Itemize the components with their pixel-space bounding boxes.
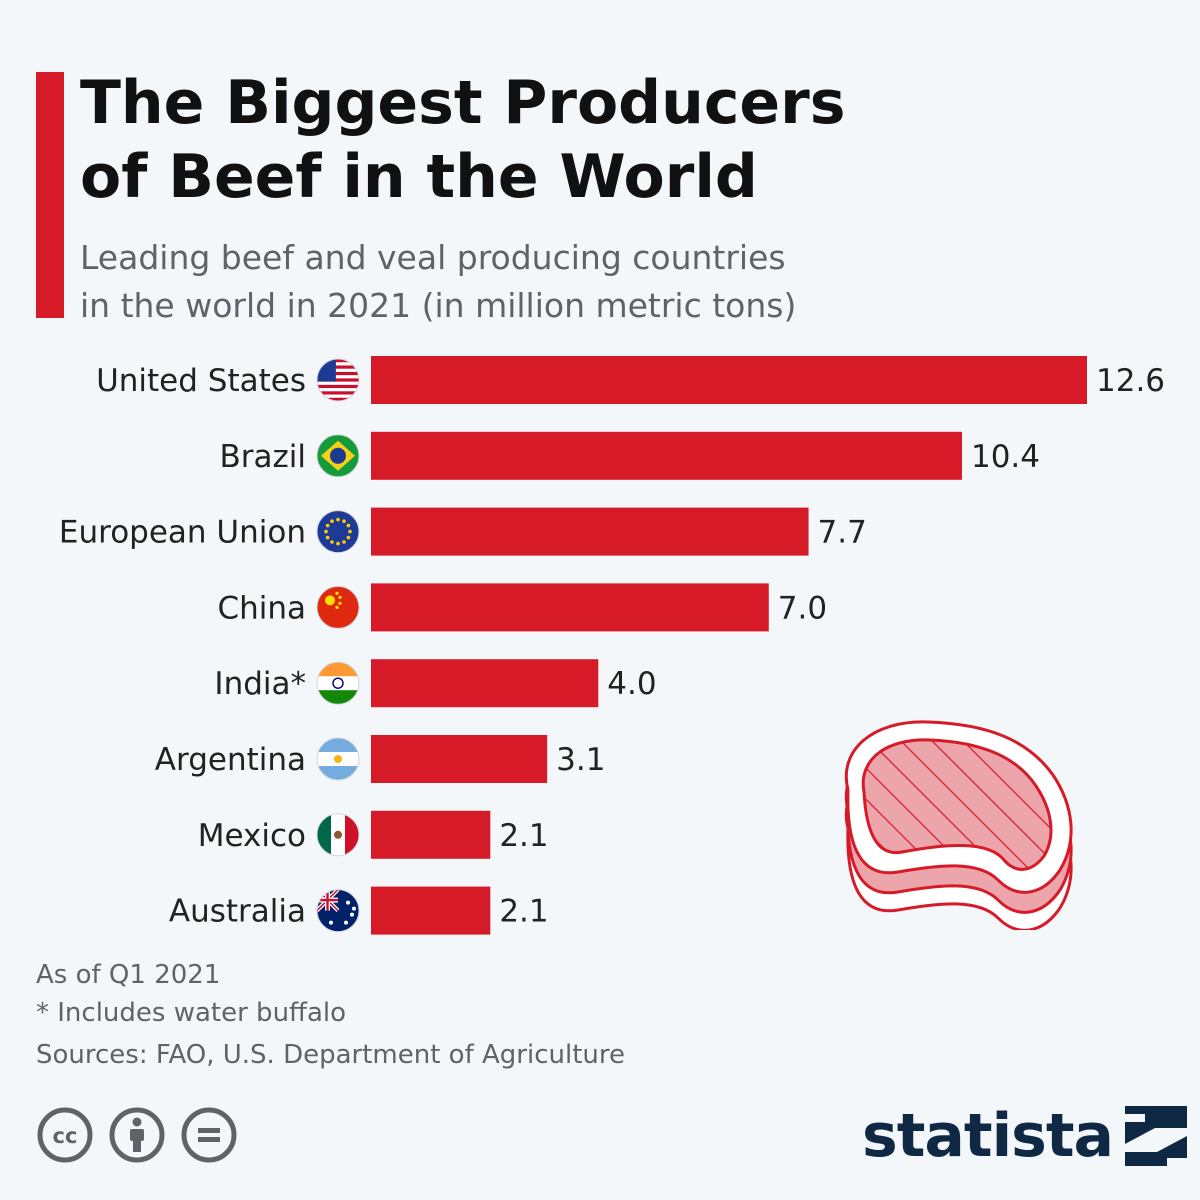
title-accent-bar	[36, 72, 64, 318]
title-line-1: The Biggest Producers	[80, 68, 846, 138]
brazil-flag-icon	[317, 434, 359, 477]
creative-commons-icon[interactable]: cc	[36, 1106, 94, 1164]
bar	[371, 659, 599, 708]
bar	[371, 810, 491, 859]
category-label: Mexico	[198, 818, 306, 854]
value-label: 2.1	[499, 894, 548, 930]
category-label: United States	[96, 363, 306, 399]
statista-logo[interactable]: statista	[862, 1096, 1188, 1176]
bar	[371, 356, 1087, 404]
bar	[371, 886, 491, 935]
title-line-2: of Beef in the World	[80, 142, 758, 212]
bar	[371, 507, 809, 556]
value-label: 4.0	[607, 666, 656, 702]
category-label: India*	[214, 666, 306, 702]
mexico-flag-icon	[317, 813, 359, 856]
subtitle-line-1: Leading beef and veal producing countrie…	[80, 238, 786, 277]
eu-flag-icon	[317, 510, 359, 553]
value-label: 2.1	[499, 818, 548, 854]
subtitle-line-2: in the world in 2021 (in million metric …	[80, 286, 797, 325]
bar-chart: United States 12.6 Brazil 10.4 European Unio…	[59, 356, 1165, 935]
bar	[371, 583, 769, 632]
statista-mark-icon	[1125, 1106, 1188, 1166]
no-derivatives-icon[interactable]	[180, 1106, 238, 1164]
attribution-icon[interactable]	[108, 1106, 166, 1164]
value-label: 7.0	[778, 590, 827, 626]
india-flag-icon	[317, 662, 359, 705]
category-label: Argentina	[155, 742, 306, 778]
value-label: 7.7	[818, 515, 867, 551]
value-label: 3.1	[556, 742, 605, 778]
value-label: 10.4	[971, 439, 1040, 475]
china-flag-icon	[317, 586, 359, 629]
argentina-flag-icon	[317, 738, 359, 780]
page-title: The Biggest Producers of Beef in the Wor…	[80, 66, 1080, 214]
page-subtitle: Leading beef and veal producing countrie…	[80, 234, 980, 330]
category-label: European Union	[59, 515, 306, 551]
note-water-buffalo: * Includes water buffalo	[36, 998, 347, 1028]
category-label: Australia	[169, 894, 306, 930]
note-as-of: As of Q1 2021	[36, 960, 221, 990]
footnotes: As of Q1 2021 * Includes water buffalo S…	[36, 956, 625, 1074]
svg-text:cc: cc	[53, 1124, 78, 1148]
bar	[371, 735, 548, 783]
bar	[371, 431, 962, 480]
us-flag-icon	[317, 359, 359, 401]
license-icons: cc	[36, 1106, 238, 1164]
steak-icon	[844, 720, 1073, 930]
note-sources: Sources: FAO, U.S. Department of Agricul…	[36, 1040, 625, 1070]
category-label: Brazil	[219, 439, 306, 475]
value-label: 12.6	[1096, 363, 1165, 399]
brand-name: statista	[862, 1101, 1114, 1171]
category-label: China	[217, 590, 306, 626]
